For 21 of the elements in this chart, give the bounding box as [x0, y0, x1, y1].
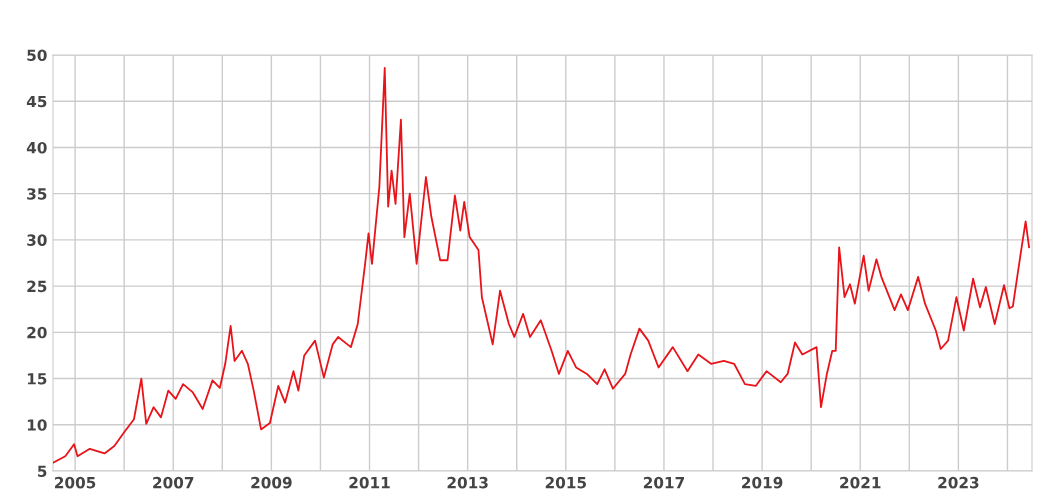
- y-tick-label: 25: [27, 280, 47, 293]
- x-tick-label: 2011: [349, 476, 390, 489]
- y-tick-label: 35: [27, 188, 47, 200]
- x-tick-label: 2017: [643, 476, 684, 489]
- x-tick-label: 2005: [55, 476, 96, 489]
- x-tick-label: 2013: [447, 476, 488, 489]
- x-tick-label: 2007: [153, 476, 194, 489]
- y-tick-label: 5: [37, 465, 47, 478]
- y-tick-label: 10: [27, 419, 47, 431]
- y-tick-label: 15: [27, 373, 47, 385]
- line-series: [53, 67, 1030, 464]
- y-tick-label: 20: [27, 326, 47, 339]
- x-tick-label: 2021: [840, 476, 881, 489]
- x-tick-label: 2019: [742, 476, 783, 489]
- y-tick-label: 45: [26, 95, 47, 108]
- x-tick-label: 2009: [251, 476, 292, 489]
- x-tick-label: 2023: [938, 476, 979, 489]
- y-tick-label: 50: [27, 49, 47, 62]
- y-tick-label: 30: [27, 234, 47, 246]
- x-tick-label: 2015: [545, 476, 586, 489]
- y-tick-label: 40: [26, 141, 47, 154]
